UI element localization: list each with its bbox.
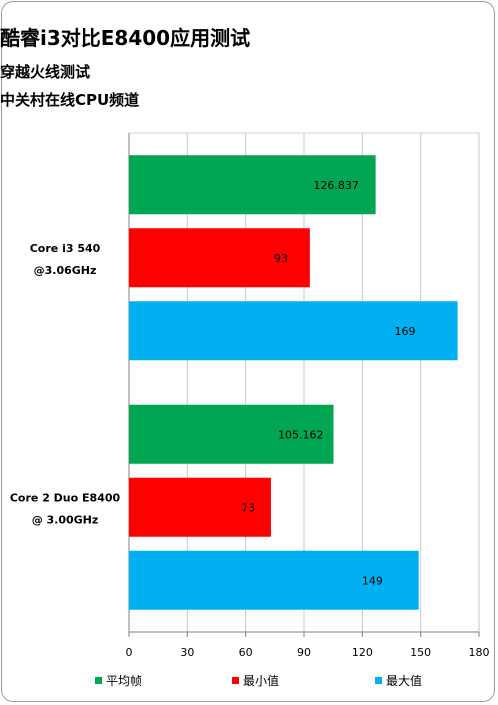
data-label: 93: [274, 252, 288, 265]
legend-label: 最大值: [386, 673, 423, 688]
legend-item: 最大值: [375, 673, 423, 688]
legend-swatch: [95, 676, 102, 684]
x-tick-label: 0: [126, 646, 133, 659]
legend-item: 平均帧: [95, 673, 143, 688]
data-label: 73: [241, 501, 255, 514]
x-tick-label: 180: [469, 646, 490, 659]
category-label: @3.06GHz: [34, 264, 97, 277]
data-label: 105.162: [278, 428, 324, 441]
bar: [129, 550, 419, 610]
chart-subtitle: 穿越火线测试: [0, 63, 91, 81]
bar: [129, 477, 271, 537]
legend-label: 最小值: [243, 673, 280, 688]
x-tick-label: 90: [297, 646, 311, 659]
category-label: Core 2 Duo E8400: [10, 491, 121, 504]
x-tick-label: 120: [352, 646, 373, 659]
bar: [129, 155, 376, 215]
x-tick-label: 30: [180, 646, 194, 659]
x-tick-label: 60: [239, 646, 253, 659]
chart-source: 中关村在线CPU频道: [0, 91, 140, 109]
bar: [129, 301, 458, 361]
legend-swatch: [375, 676, 382, 684]
legend-label: 平均帧: [106, 673, 143, 688]
legend-swatch: [232, 676, 239, 684]
legend-item: 最小值: [232, 673, 280, 688]
chart-title: 酷睿i3对比E8400应用测试: [0, 26, 251, 50]
category-label: Core i3 540: [30, 242, 101, 255]
bar: [129, 228, 310, 288]
data-label: 169: [395, 325, 416, 338]
data-label: 126.837: [313, 179, 359, 192]
bar: [129, 404, 334, 464]
data-label: 149: [362, 574, 383, 587]
category-label: @ 3.00GHz: [32, 513, 99, 526]
x-tick-label: 150: [410, 646, 431, 659]
